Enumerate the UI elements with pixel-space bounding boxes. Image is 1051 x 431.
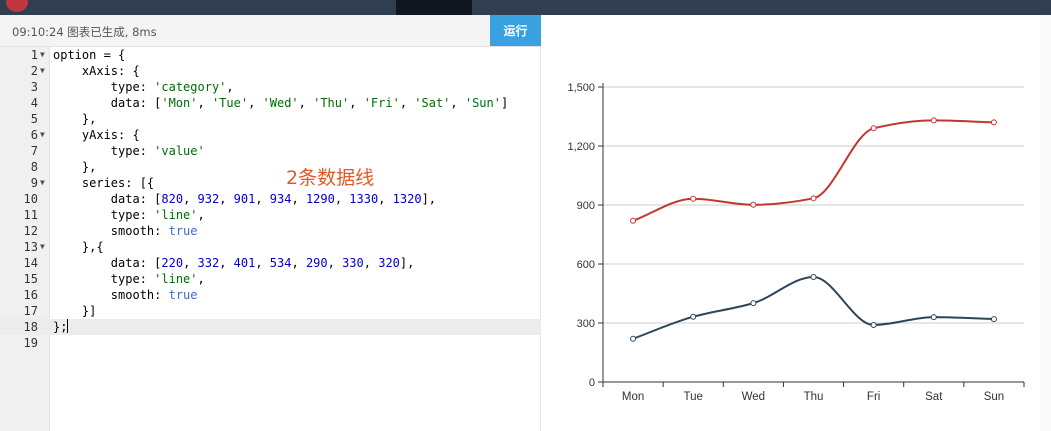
- data-point: [690, 313, 697, 320]
- line-number: 9: [30, 176, 38, 190]
- data-point: [630, 335, 637, 342]
- code-line: 13 ▼ },{: [0, 239, 541, 255]
- right-edge: [1040, 15, 1051, 431]
- data-point: [990, 119, 997, 126]
- fold-toggle-icon[interactable]: ▼: [40, 66, 45, 75]
- data-point: [810, 273, 817, 280]
- line-number: 6: [30, 128, 38, 142]
- fold-toggle-icon[interactable]: ▼: [40, 178, 45, 187]
- x-tick-label: Sat: [925, 391, 943, 403]
- x-tick-label: Mon: [622, 391, 644, 403]
- fold-toggle-icon[interactable]: ▼: [40, 242, 45, 251]
- series-line-2: [632, 275, 994, 340]
- line-number: 16: [23, 288, 38, 302]
- line-number: 19: [23, 336, 38, 350]
- x-tick-label: Thu: [804, 391, 824, 403]
- run-button[interactable]: 运行: [490, 15, 541, 46]
- line-number: 12: [23, 224, 38, 238]
- data-point: [630, 217, 637, 224]
- y-tick-label: 600: [577, 259, 595, 271]
- code-line: 1 ▼ option = {: [0, 47, 541, 63]
- y-tick-label: 1,200: [567, 141, 595, 153]
- data-point: [930, 117, 937, 124]
- code-line: 5 },: [0, 111, 541, 127]
- code-line: 8 },: [0, 159, 541, 175]
- y-tick-label: 1,500: [567, 82, 595, 94]
- code-line: 3 type: 'category',: [0, 79, 541, 95]
- line-number: 15: [23, 272, 38, 286]
- code-line: 10 data: [820, 932, 901, 934, 1290, 1330…: [0, 191, 541, 207]
- code-line: 15 type: 'line',: [0, 271, 541, 287]
- y-tick-label: 300: [577, 318, 595, 330]
- top-bar: [0, 0, 1051, 15]
- y-tick-label: 0: [589, 377, 595, 389]
- data-point: [750, 201, 757, 208]
- code-line: 17 }]: [0, 303, 541, 319]
- line-number: 18: [23, 320, 38, 334]
- code-line: 11 type: 'line',: [0, 207, 541, 223]
- text-cursor: [67, 319, 69, 333]
- y-tick-label: 900: [577, 200, 595, 212]
- code-line: 9 ▼ series: [{: [0, 175, 541, 191]
- line-number: 2: [30, 64, 38, 78]
- data-point: [810, 195, 817, 202]
- editor-toolbar: 09:10:24 图表已生成, 8ms 运行: [0, 15, 541, 47]
- data-point: [930, 314, 937, 321]
- data-point: [870, 125, 877, 132]
- data-point: [750, 300, 757, 307]
- annotation-label: 2条数据线: [286, 167, 375, 189]
- line-number: 14: [23, 256, 38, 270]
- code-line: 16 smooth: true: [0, 287, 541, 303]
- line-number: 10: [23, 192, 38, 206]
- x-tick-label: Tue: [684, 391, 703, 403]
- data-point: [990, 316, 997, 323]
- code-line: 19: [0, 335, 541, 351]
- x-tick-label: Wed: [742, 391, 765, 403]
- line-number: 13: [23, 240, 38, 254]
- data-point: [870, 321, 877, 328]
- line-number: 11: [23, 208, 38, 222]
- fold-toggle-icon[interactable]: ▼: [40, 50, 45, 59]
- line-number: 4: [30, 96, 38, 110]
- code-line: 12 smooth: true: [0, 223, 541, 239]
- code-editor-panel: 09:10:24 图表已生成, 8ms 运行 1 ▼ option = { 2 ▼ x…: [0, 15, 541, 431]
- logo-icon: [6, 0, 28, 12]
- line-number: 8: [30, 160, 38, 174]
- code-line: 2 ▼ xAxis: {: [0, 63, 541, 79]
- status-text: 09:10:24 图表已生成, 8ms: [12, 25, 157, 39]
- top-tab[interactable]: [396, 0, 472, 15]
- line-number: 7: [30, 144, 38, 158]
- line-number: 1: [30, 48, 38, 62]
- code-line: 7 type: 'value': [0, 143, 541, 159]
- code-line: 6 ▼ yAxis: {: [0, 127, 541, 143]
- code-line: 4 data: ['Mon', 'Tue', 'Wed', 'Thu', 'Fr…: [0, 95, 541, 111]
- x-tick-label: Sun: [984, 391, 1004, 403]
- code-line: 14 data: [220, 332, 401, 534, 290, 330, …: [0, 255, 541, 271]
- fold-toggle-icon[interactable]: ▼: [40, 130, 45, 139]
- data-point: [690, 195, 697, 202]
- x-tick-label: Fri: [867, 391, 880, 403]
- line-number: 5: [30, 112, 38, 126]
- chart-panel: 0 300 600 900 1,200 1,500 Mon Tue Wed Thu Fri Sat Su…: [541, 15, 1051, 431]
- series-line-1: [632, 119, 994, 222]
- line-chart: 0 300 600 900 1,200 1,500 Mon Tue Wed Thu Fri Sat Su…: [567, 82, 1025, 403]
- code-line-active: 18};: [0, 319, 541, 335]
- line-number-gutter: [0, 47, 50, 431]
- line-number: 17: [23, 304, 38, 318]
- line-number: 3: [30, 80, 38, 94]
